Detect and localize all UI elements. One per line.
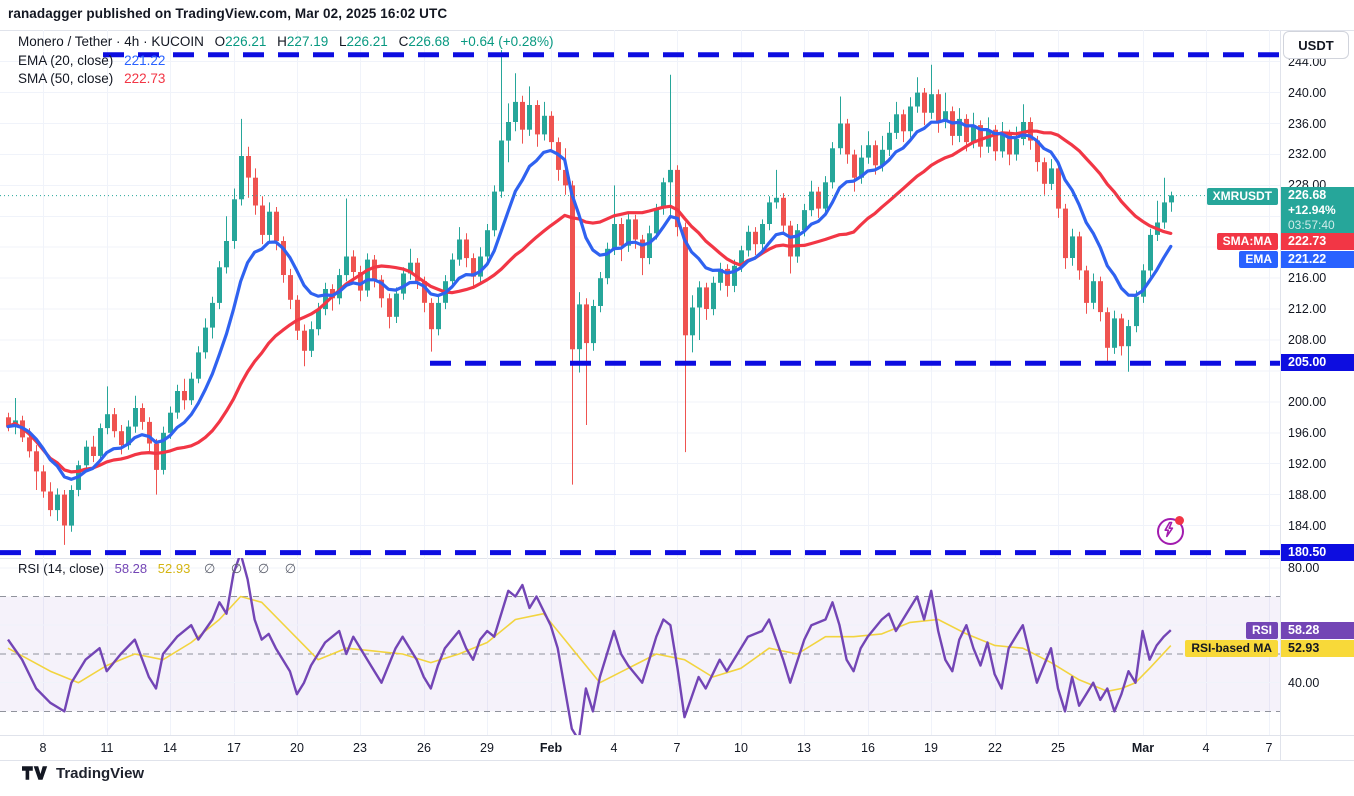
ema-tag: EMA xyxy=(1239,251,1278,268)
time-axis-label: 17 xyxy=(227,741,241,755)
time-axis-label: 20 xyxy=(290,741,304,755)
price-axis-label: 240.00 xyxy=(1288,86,1327,100)
time-axis-label: Mar xyxy=(1131,741,1155,755)
open-label: O xyxy=(214,34,226,49)
time-axis-label: 22 xyxy=(988,741,1002,755)
time-axis-label: 4 xyxy=(610,741,618,755)
price-axis[interactable]: 244.00 240.00 236.00 232.00 228.00 216.00 212.… xyxy=(1281,30,1354,735)
open-value: 226.21 xyxy=(225,34,267,49)
bottom-border xyxy=(0,760,1354,761)
time-axis-border xyxy=(0,735,1354,736)
time-axis-label: 19 xyxy=(924,741,938,755)
price-axis-border xyxy=(1280,30,1281,760)
time-axis-label: 8 xyxy=(39,741,47,755)
time-axis-label: 29 xyxy=(480,741,494,755)
pane-separator[interactable] xyxy=(0,558,1280,559)
price-axis-label: 208.00 xyxy=(1288,333,1327,347)
published-header: ranadagger published on TradingView.com,… xyxy=(8,6,448,21)
change-value: +0.64 (+0.28%) xyxy=(460,34,554,49)
sma-tag: SMA:MA xyxy=(1216,233,1278,250)
close-value: 226.68 xyxy=(408,34,450,49)
ema-label: EMA (20, close) xyxy=(18,52,114,68)
time-axis-label: 14 xyxy=(163,741,177,755)
support-205-badge: 205.00 xyxy=(1281,354,1354,371)
high-value: 227.19 xyxy=(286,34,329,49)
rsi-tag: RSI xyxy=(1245,622,1278,639)
close-label: C xyxy=(398,34,409,49)
rsi-ma-tag: RSI-based MA xyxy=(1185,640,1278,657)
flash-circle xyxy=(1157,518,1184,545)
rsi-legend-row[interactable]: RSI (14, close) 58.28 52.93 ∅ ∅ ∅ ∅ xyxy=(18,561,302,577)
time-axis-label: Feb xyxy=(539,741,563,755)
flash-emoji-icon[interactable] xyxy=(1157,516,1184,545)
sma-label: SMA (50, close) xyxy=(18,71,114,86)
ema-price-badge: 221.22 xyxy=(1281,251,1354,268)
tradingview-brand-text: TradingView xyxy=(56,765,145,782)
time-axis-label: 13 xyxy=(797,741,811,755)
price-axis-label: 232.00 xyxy=(1288,147,1327,161)
price-axis-label: 212.00 xyxy=(1288,302,1327,316)
rsi-pane[interactable] xyxy=(0,558,1280,735)
bar-countdown: 03:57:40 xyxy=(1288,218,1335,232)
rsi-ma-value-badge: 52.93 xyxy=(1281,640,1354,657)
symbol-legend-row[interactable]: Monero / Tether · 4h · KUCOIN O226.21 H2… xyxy=(18,33,553,52)
high-label: H xyxy=(277,34,287,49)
time-axis-label: 16 xyxy=(861,741,875,755)
price-axis-label: 216.00 xyxy=(1288,271,1327,285)
low-value: 226.21 xyxy=(346,34,388,49)
price-axis-label: 192.00 xyxy=(1288,457,1327,471)
symbol-tag: XMRUSDT xyxy=(1206,188,1278,205)
main-price-pane[interactable] xyxy=(0,30,1280,558)
time-axis-label: 7 xyxy=(673,741,681,755)
time-axis-label: 7 xyxy=(1265,741,1273,755)
rsi-value-badge: 58.28 xyxy=(1281,622,1354,639)
symbol-legend[interactable]: Monero / Tether · 4h · KUCOIN O226.21 H2… xyxy=(18,33,553,89)
change-percent: +12.94% xyxy=(1288,203,1336,217)
sma-value: 222.73 xyxy=(124,71,166,86)
price-axis-label: 188.00 xyxy=(1288,488,1327,502)
time-axis-label: 26 xyxy=(417,741,431,755)
rsi-axis-label: 80.00 xyxy=(1288,561,1320,575)
tradingview-logo-icon xyxy=(22,766,48,780)
lightning-bolt-icon xyxy=(1164,521,1174,538)
price-axis-label: 184.00 xyxy=(1288,519,1327,533)
time-axis[interactable]: 8 11 14 17 20 23 26 29 Feb 4 7 10 13 16 19 22 25 Mar 4 7 xyxy=(0,735,1354,760)
rsi-value: 58.28 xyxy=(114,561,148,576)
notification-dot xyxy=(1175,516,1184,525)
sma-price-badge: 222.73 xyxy=(1281,233,1354,250)
tradingview-attribution[interactable]: TradingView xyxy=(22,765,144,782)
low-label: L xyxy=(338,34,347,49)
currency-button[interactable]: USDT xyxy=(1283,31,1349,59)
time-axis-label: 4 xyxy=(1202,741,1210,755)
sma-legend-row[interactable]: SMA (50, close) 222.73 xyxy=(18,70,553,89)
time-axis-label: 11 xyxy=(100,741,114,755)
rsi-empty-values: ∅ ∅ ∅ ∅ xyxy=(203,561,303,576)
last-price-badge: 226.68 +12.94% 03:57:40 xyxy=(1281,187,1354,233)
time-axis-label: 25 xyxy=(1051,741,1065,755)
price-axis-label: 200.00 xyxy=(1288,395,1327,409)
time-axis-label: 10 xyxy=(734,741,748,755)
last-price-value: 226.68 xyxy=(1288,188,1327,202)
rsi-label: RSI (14, close) xyxy=(18,561,104,576)
rsi-ma-value: 52.93 xyxy=(157,561,191,576)
rsi-axis-label: 40.00 xyxy=(1288,676,1320,690)
ema-value: 221.22 xyxy=(124,52,166,68)
price-axis-label: 236.00 xyxy=(1288,117,1327,131)
time-axis-label: 23 xyxy=(353,741,367,755)
symbol-title: Monero / Tether · 4h · KUCOIN xyxy=(18,34,204,49)
ema-legend-row[interactable]: EMA (20, close) 221.22 xyxy=(18,52,553,71)
support-180-badge: 180.50 xyxy=(1281,544,1354,561)
price-axis-label: 196.00 xyxy=(1288,426,1327,440)
